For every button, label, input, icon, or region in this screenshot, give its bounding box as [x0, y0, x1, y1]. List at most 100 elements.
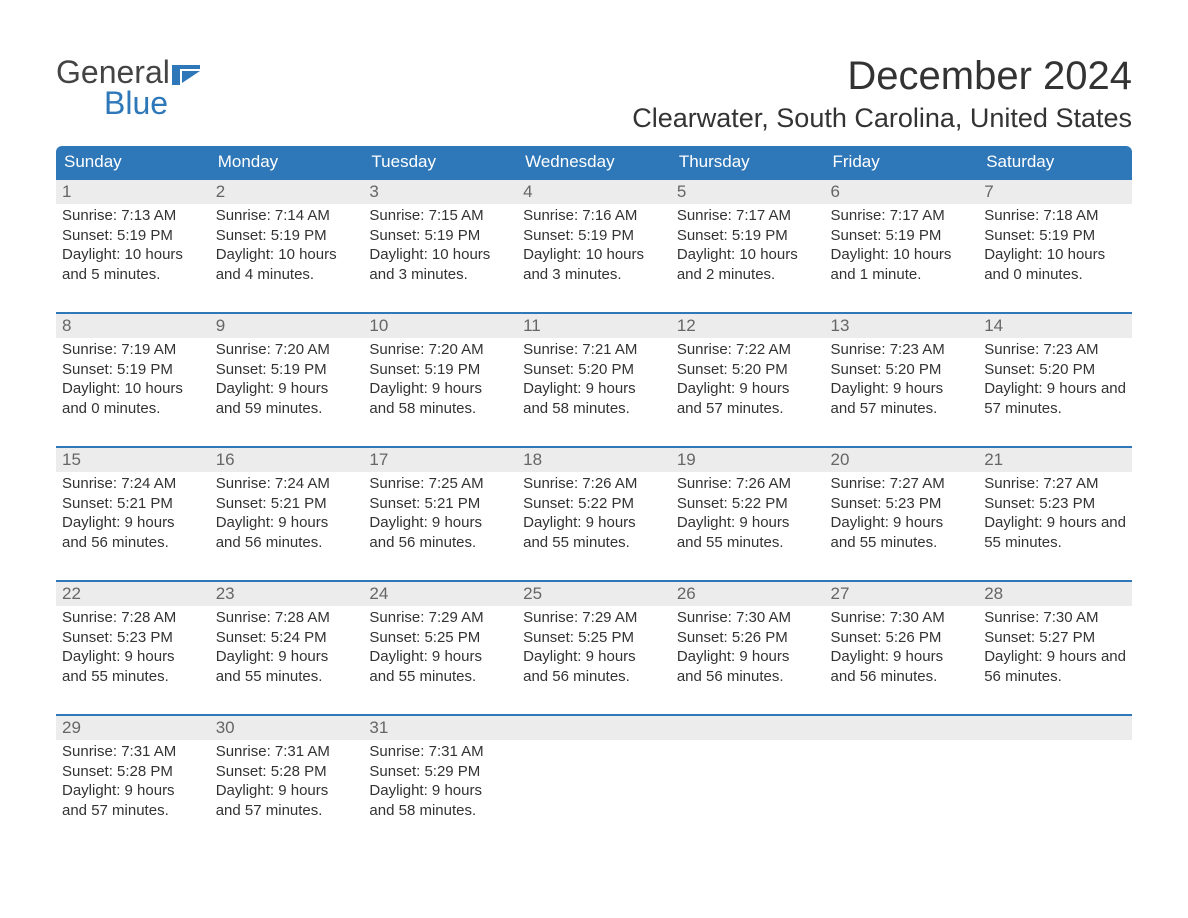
day-number: 13	[825, 314, 979, 338]
daylight-text: Daylight: 9 hours and 57 minutes.	[62, 781, 204, 820]
day-31: 31Sunrise: 7:31 AMSunset: 5:29 PMDayligh…	[363, 714, 517, 848]
day-number: 11	[517, 314, 671, 338]
sunset-text: Sunset: 5:19 PM	[831, 226, 973, 246]
sunrise-text: Sunrise: 7:23 AM	[831, 340, 973, 360]
sunset-text: Sunset: 5:19 PM	[216, 226, 358, 246]
sunrise-text: Sunrise: 7:26 AM	[523, 474, 665, 494]
day-number: 30	[210, 716, 364, 740]
day-25: 25Sunrise: 7:29 AMSunset: 5:25 PMDayligh…	[517, 580, 671, 714]
sunrise-text: Sunrise: 7:29 AM	[523, 608, 665, 628]
day-20: 20Sunrise: 7:27 AMSunset: 5:23 PMDayligh…	[825, 446, 979, 580]
day-details: Sunrise: 7:29 AMSunset: 5:25 PMDaylight:…	[521, 606, 667, 686]
day-details: Sunrise: 7:19 AMSunset: 5:19 PMDaylight:…	[60, 338, 206, 418]
day-number	[671, 716, 825, 740]
day-details: Sunrise: 7:31 AMSunset: 5:29 PMDaylight:…	[367, 740, 513, 820]
day-22: 22Sunrise: 7:28 AMSunset: 5:23 PMDayligh…	[56, 580, 210, 714]
day-number: 1	[56, 180, 210, 204]
empty-cell	[978, 714, 1132, 848]
day-27: 27Sunrise: 7:30 AMSunset: 5:26 PMDayligh…	[825, 580, 979, 714]
day-number: 27	[825, 582, 979, 606]
day-number: 15	[56, 448, 210, 472]
sunrise-text: Sunrise: 7:16 AM	[523, 206, 665, 226]
page-header: General Blue December 2024 Clearwater, S…	[56, 28, 1132, 146]
day-details: Sunrise: 7:26 AMSunset: 5:22 PMDaylight:…	[521, 472, 667, 552]
day-details: Sunrise: 7:27 AMSunset: 5:23 PMDaylight:…	[982, 472, 1128, 552]
sunset-text: Sunset: 5:19 PM	[216, 360, 358, 380]
weekday-header-row: SundayMondayTuesdayWednesdayThursdayFrid…	[56, 146, 1132, 178]
day-details: Sunrise: 7:28 AMSunset: 5:23 PMDaylight:…	[60, 606, 206, 686]
sunrise-text: Sunrise: 7:17 AM	[831, 206, 973, 226]
day-number: 2	[210, 180, 364, 204]
day-number: 3	[363, 180, 517, 204]
daylight-text: Daylight: 9 hours and 56 minutes.	[369, 513, 511, 552]
day-19: 19Sunrise: 7:26 AMSunset: 5:22 PMDayligh…	[671, 446, 825, 580]
sunrise-text: Sunrise: 7:27 AM	[984, 474, 1126, 494]
day-number: 23	[210, 582, 364, 606]
daylight-text: Daylight: 9 hours and 56 minutes.	[677, 647, 819, 686]
daylight-text: Daylight: 10 hours and 0 minutes.	[62, 379, 204, 418]
sunrise-text: Sunrise: 7:22 AM	[677, 340, 819, 360]
day-10: 10Sunrise: 7:20 AMSunset: 5:19 PMDayligh…	[363, 312, 517, 446]
day-details: Sunrise: 7:18 AMSunset: 5:19 PMDaylight:…	[982, 204, 1128, 284]
day-17: 17Sunrise: 7:25 AMSunset: 5:21 PMDayligh…	[363, 446, 517, 580]
sunset-text: Sunset: 5:22 PM	[677, 494, 819, 514]
week-row: 15Sunrise: 7:24 AMSunset: 5:21 PMDayligh…	[56, 446, 1132, 580]
day-8: 8Sunrise: 7:19 AMSunset: 5:19 PMDaylight…	[56, 312, 210, 446]
sunset-text: Sunset: 5:28 PM	[216, 762, 358, 782]
day-4: 4Sunrise: 7:16 AMSunset: 5:19 PMDaylight…	[517, 178, 671, 312]
day-number: 8	[56, 314, 210, 338]
day-details: Sunrise: 7:24 AMSunset: 5:21 PMDaylight:…	[214, 472, 360, 552]
daylight-text: Daylight: 9 hours and 55 minutes.	[216, 647, 358, 686]
day-16: 16Sunrise: 7:24 AMSunset: 5:21 PMDayligh…	[210, 446, 364, 580]
day-details: Sunrise: 7:14 AMSunset: 5:19 PMDaylight:…	[214, 204, 360, 284]
sunset-text: Sunset: 5:23 PM	[62, 628, 204, 648]
day-28: 28Sunrise: 7:30 AMSunset: 5:27 PMDayligh…	[978, 580, 1132, 714]
day-details: Sunrise: 7:28 AMSunset: 5:24 PMDaylight:…	[214, 606, 360, 686]
daylight-text: Daylight: 9 hours and 55 minutes.	[831, 513, 973, 552]
daylight-text: Daylight: 10 hours and 3 minutes.	[523, 245, 665, 284]
brand-logo: General Blue	[56, 28, 200, 118]
sunrise-text: Sunrise: 7:23 AM	[984, 340, 1126, 360]
daylight-text: Daylight: 10 hours and 5 minutes.	[62, 245, 204, 284]
sunset-text: Sunset: 5:21 PM	[216, 494, 358, 514]
weekday-tuesday: Tuesday	[363, 146, 517, 178]
sunrise-text: Sunrise: 7:28 AM	[62, 608, 204, 628]
day-number	[978, 716, 1132, 740]
day-number: 21	[978, 448, 1132, 472]
day-details: Sunrise: 7:17 AMSunset: 5:19 PMDaylight:…	[829, 204, 975, 284]
weekday-saturday: Saturday	[978, 146, 1132, 178]
empty-cell	[517, 714, 671, 848]
location-subtitle: Clearwater, South Carolina, United State…	[632, 103, 1132, 134]
day-details: Sunrise: 7:23 AMSunset: 5:20 PMDaylight:…	[982, 338, 1128, 418]
daylight-text: Daylight: 10 hours and 2 minutes.	[677, 245, 819, 284]
weekday-sunday: Sunday	[56, 146, 210, 178]
day-details: Sunrise: 7:31 AMSunset: 5:28 PMDaylight:…	[214, 740, 360, 820]
sunrise-text: Sunrise: 7:24 AM	[62, 474, 204, 494]
daylight-text: Daylight: 9 hours and 57 minutes.	[984, 379, 1126, 418]
sunset-text: Sunset: 5:24 PM	[216, 628, 358, 648]
sunrise-text: Sunrise: 7:19 AM	[62, 340, 204, 360]
sunrise-text: Sunrise: 7:29 AM	[369, 608, 511, 628]
sunset-text: Sunset: 5:26 PM	[677, 628, 819, 648]
sunset-text: Sunset: 5:21 PM	[369, 494, 511, 514]
title-block: December 2024 Clearwater, South Carolina…	[632, 28, 1132, 146]
day-details: Sunrise: 7:30 AMSunset: 5:26 PMDaylight:…	[829, 606, 975, 686]
day-number: 22	[56, 582, 210, 606]
day-details: Sunrise: 7:31 AMSunset: 5:28 PMDaylight:…	[60, 740, 206, 820]
daylight-text: Daylight: 9 hours and 58 minutes.	[369, 781, 511, 820]
daylight-text: Daylight: 9 hours and 57 minutes.	[216, 781, 358, 820]
day-18: 18Sunrise: 7:26 AMSunset: 5:22 PMDayligh…	[517, 446, 671, 580]
sunset-text: Sunset: 5:20 PM	[677, 360, 819, 380]
day-details: Sunrise: 7:15 AMSunset: 5:19 PMDaylight:…	[367, 204, 513, 284]
day-11: 11Sunrise: 7:21 AMSunset: 5:20 PMDayligh…	[517, 312, 671, 446]
sunrise-text: Sunrise: 7:27 AM	[831, 474, 973, 494]
daylight-text: Daylight: 9 hours and 55 minutes.	[369, 647, 511, 686]
daylight-text: Daylight: 9 hours and 55 minutes.	[984, 513, 1126, 552]
day-number	[825, 716, 979, 740]
day-details: Sunrise: 7:22 AMSunset: 5:20 PMDaylight:…	[675, 338, 821, 418]
sunrise-text: Sunrise: 7:31 AM	[62, 742, 204, 762]
day-details: Sunrise: 7:26 AMSunset: 5:22 PMDaylight:…	[675, 472, 821, 552]
weekday-monday: Monday	[210, 146, 364, 178]
daylight-text: Daylight: 9 hours and 56 minutes.	[523, 647, 665, 686]
sunset-text: Sunset: 5:20 PM	[984, 360, 1126, 380]
